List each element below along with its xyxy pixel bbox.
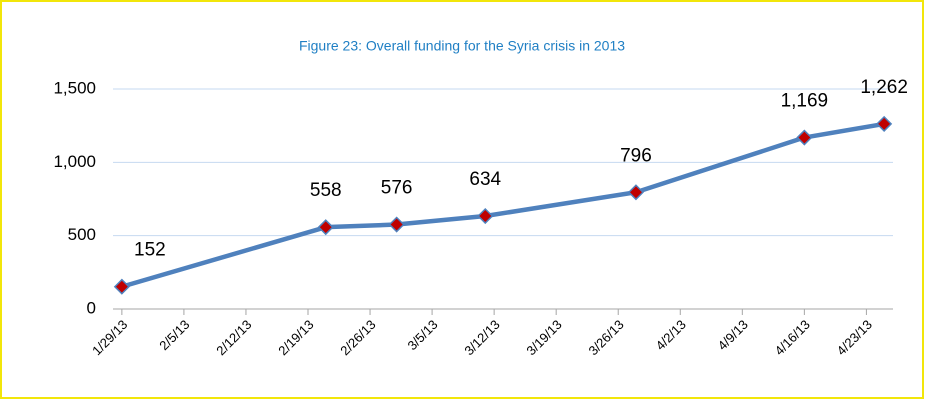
data-point [388,216,405,233]
chart-title: Figure 23: Overall funding for the Syria… [299,38,625,54]
data-point [876,115,893,132]
data-label: 1,262 [860,77,908,98]
data-point [796,129,813,146]
data-label: 576 [381,178,413,199]
data-point [627,184,645,201]
y-tick-label: 0 [87,298,96,317]
y-tick-label: 1,500 [53,78,96,97]
data-point [317,219,334,236]
y-tick-label: 1,000 [53,152,96,171]
data-label: 1,169 [781,91,829,112]
data-point [113,278,130,295]
data-label: 558 [310,180,342,201]
data-label: 152 [134,240,166,261]
data-label: 796 [620,145,652,166]
y-tick-label: 500 [68,225,96,244]
data-point [477,207,494,225]
data-label: 634 [469,169,501,190]
